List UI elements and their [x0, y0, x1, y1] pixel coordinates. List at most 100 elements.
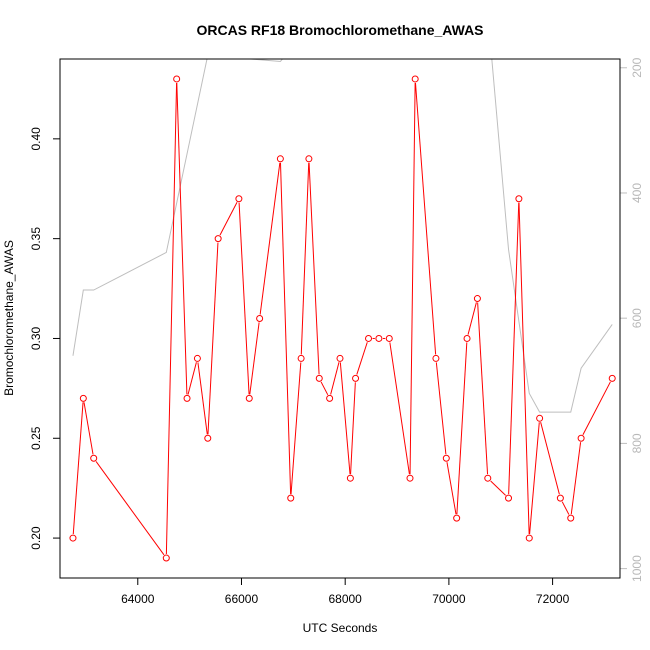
data-point: [442, 454, 450, 462]
secondary-series-line: [72, 59, 613, 413]
x-tick-label: 70000: [432, 592, 466, 606]
primary-series-segment: [238, 202, 250, 395]
primary-series-segment: [389, 342, 410, 475]
data-point: [162, 554, 170, 562]
primary-series-segment: [187, 362, 197, 395]
primary-series-segment: [356, 342, 368, 375]
data-point: [79, 394, 87, 402]
x-axis-label: UTC Seconds: [303, 621, 378, 635]
y-tick-label: 0.20: [29, 526, 43, 550]
x-tick-label: 68000: [328, 592, 362, 606]
data-point: [69, 534, 77, 542]
primary-series-segment: [165, 82, 178, 555]
data-point: [315, 374, 323, 382]
series-layer: [69, 59, 616, 562]
primary-series-segment: [582, 381, 611, 435]
primary-series-segment: [290, 362, 302, 495]
chart-title: ORCAS RF18 Bromochloromethane_AWAS: [196, 22, 483, 38]
data-point: [406, 474, 414, 482]
primary-series-segment: [300, 162, 310, 355]
y-axis-label: Bromochloromethane_AWAS: [2, 240, 16, 396]
primary-series-segment: [518, 202, 530, 535]
primary-series-segment: [83, 402, 94, 455]
primary-series-segment: [435, 362, 447, 455]
data-point: [484, 474, 492, 482]
y2-tick-label: 1000: [630, 555, 644, 582]
data-point: [556, 494, 564, 502]
primary-series-segment: [540, 422, 560, 495]
y2-tick-label: 600: [630, 308, 644, 328]
data-point: [297, 354, 305, 362]
data-point: [336, 354, 344, 362]
data-point: [193, 354, 201, 362]
y-tick-label: 0.35: [29, 227, 43, 251]
primary-series-segment: [320, 381, 329, 396]
x-tick-label: 66000: [225, 592, 259, 606]
primary-series-segment: [95, 461, 165, 556]
data-point: [385, 334, 393, 342]
data-point: [608, 374, 616, 382]
primary-series-segment: [219, 202, 238, 236]
primary-series-segment: [308, 162, 320, 375]
data-point: [326, 394, 334, 402]
data-point: [473, 295, 481, 303]
primary-series-segment: [279, 162, 292, 495]
y2-tick-label: 400: [630, 183, 644, 203]
y-tick-label: 0.30: [29, 326, 43, 350]
primary-series-segment: [561, 501, 570, 515]
primary-series-segment: [490, 480, 506, 496]
primary-series-segment: [467, 302, 477, 335]
data-point: [346, 474, 354, 482]
primary-series-segment: [456, 342, 468, 515]
axes-layer: 64000 66000 68000 70000 72000 0.20 0.25 0.30 0.3…: [29, 57, 644, 606]
primary-series-segment: [176, 82, 188, 395]
primary-series-segment: [409, 82, 416, 475]
data-point: [577, 434, 585, 442]
primary-series-segment: [339, 362, 351, 475]
data-point: [256, 315, 264, 322]
primary-series: [69, 75, 616, 562]
data-point: [352, 374, 360, 382]
primary-series-segment: [570, 442, 582, 515]
x-tick-label: 64000: [121, 592, 155, 606]
data-point: [305, 155, 313, 163]
data-point: [411, 75, 419, 83]
data-point: [173, 75, 181, 83]
primary-series-segment: [207, 242, 219, 435]
primary-series-segment: [197, 362, 208, 435]
y2-tick-label: 200: [630, 57, 644, 77]
y-tick-label: 0.25: [29, 426, 43, 450]
x-tick-label: 72000: [536, 592, 570, 606]
data-point: [432, 354, 440, 362]
primary-series-segment: [414, 82, 437, 355]
data-point: [375, 334, 383, 342]
data-point: [463, 334, 471, 342]
data-point: [276, 155, 284, 163]
primary-series-segment: [249, 322, 260, 395]
data-point: [287, 494, 295, 502]
y-tick-label: 0.40: [29, 127, 43, 151]
data-point: [235, 195, 243, 203]
data-point: [505, 494, 513, 502]
primary-series-segment: [529, 422, 540, 535]
primary-series-segment: [72, 402, 84, 535]
primary-series-segment: [350, 382, 356, 475]
data-point: [90, 454, 98, 462]
primary-series-segment: [446, 462, 457, 515]
y2-tick-label: 800: [630, 433, 644, 453]
data-point: [453, 514, 461, 522]
data-point: [204, 434, 212, 442]
primary-series-segment: [259, 162, 281, 315]
data-point: [365, 334, 373, 342]
data-point: [567, 514, 575, 522]
data-point: [214, 235, 222, 243]
primary-series-segment: [508, 202, 520, 495]
data-point: [183, 394, 191, 402]
primary-series-segment: [477, 302, 489, 475]
data-point: [525, 534, 533, 542]
data-point: [515, 195, 523, 203]
data-point: [536, 414, 544, 422]
plot-frame: [59, 58, 621, 579]
data-point: [245, 394, 253, 402]
